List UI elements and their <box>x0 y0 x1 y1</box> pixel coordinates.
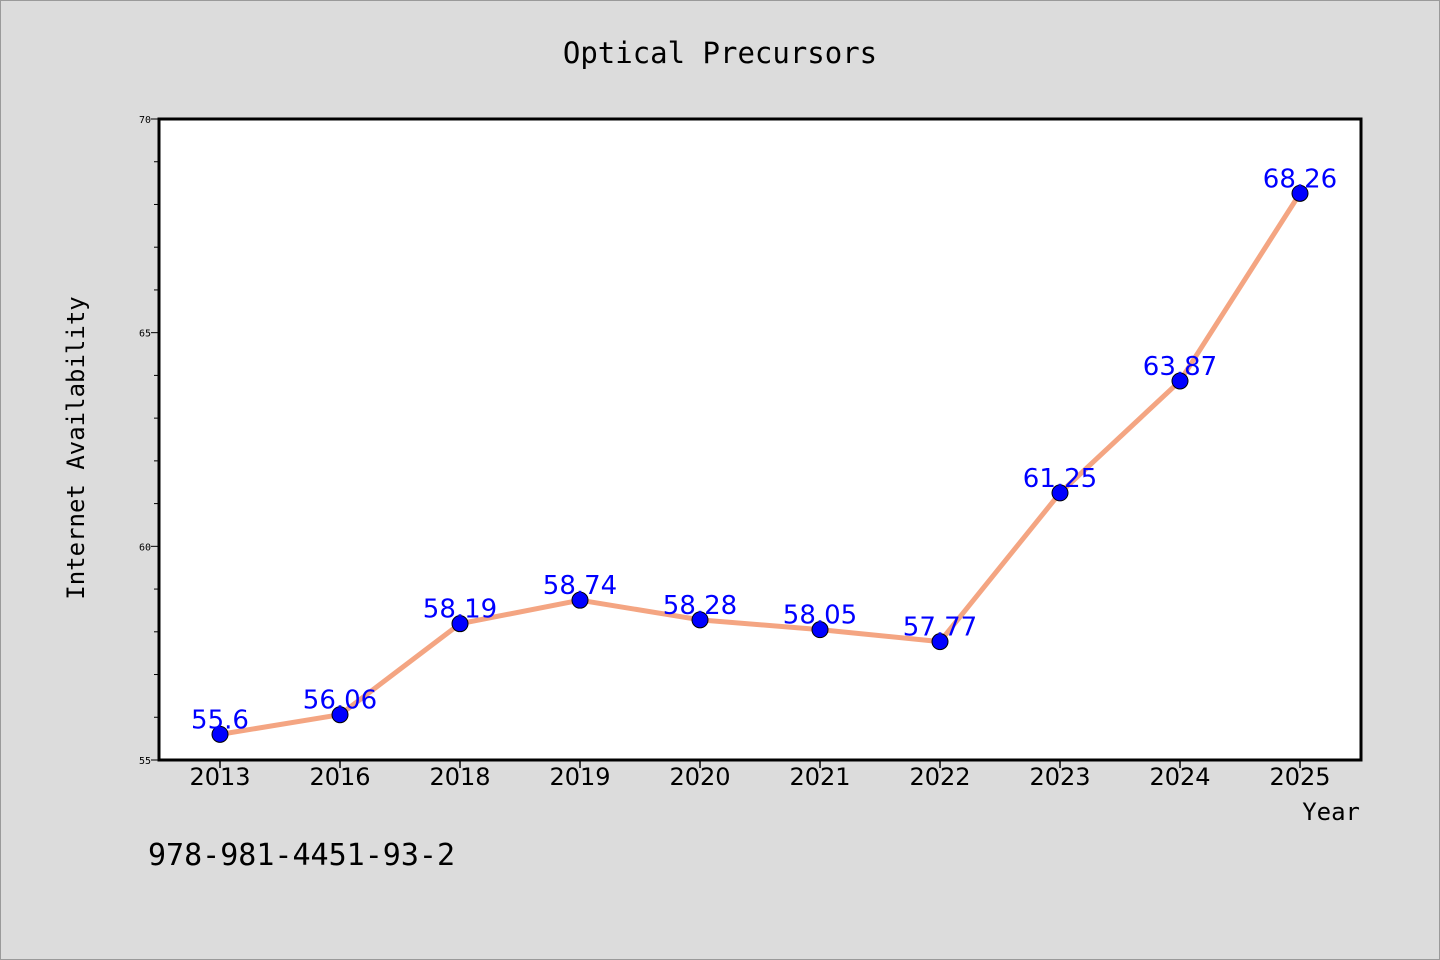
x-tick-label: 2022 <box>909 763 970 791</box>
data-point <box>691 611 709 629</box>
x-axis-label: Year <box>1302 798 1360 826</box>
plot-frame <box>157 117 1363 762</box>
x-tick-label: 2020 <box>669 763 730 791</box>
data-point <box>931 633 949 651</box>
plot-area <box>159 119 1361 760</box>
x-tick-label: 2021 <box>789 763 850 791</box>
y-tick-label: 55 <box>139 756 151 767</box>
x-tick-label: 2018 <box>429 763 490 791</box>
data-point <box>1051 484 1069 502</box>
data-point <box>451 615 469 633</box>
data-label: 63.87 <box>1143 352 1217 382</box>
x-tick-label: 2025 <box>1269 763 1330 791</box>
data-point <box>1291 184 1309 202</box>
data-label: 58.19 <box>423 595 497 625</box>
axes-layer: 55 60 65 70 2013 2016 2018 2019 2020 2021 2022 2023… <box>139 115 1331 791</box>
data-point <box>211 725 229 743</box>
data-point <box>331 706 349 724</box>
series-layer: 55.6 56.06 58.19 58.74 58.28 58.05 57.77 61.25 6… <box>191 164 1337 743</box>
x-tick-label: 2019 <box>549 763 610 791</box>
data-label: 58.05 <box>783 601 857 631</box>
data-point <box>571 591 589 609</box>
data-label: 57.77 <box>903 613 977 643</box>
chart-title: Optical Precursors <box>563 36 877 70</box>
x-tick-label: 2024 <box>1149 763 1210 791</box>
x-tick-label: 2016 <box>309 763 370 791</box>
series-line <box>217 190 1303 737</box>
data-label: 61.25 <box>1023 464 1097 494</box>
footer-isbn-text: 978-981-4451-93-2 <box>148 838 455 873</box>
data-label: 68.26 <box>1263 164 1337 194</box>
data-point <box>811 621 829 639</box>
data-label: 58.74 <box>543 571 617 601</box>
x-tick-label: 2013 <box>189 763 250 791</box>
data-label: 58.28 <box>663 591 737 621</box>
data-label: 56.06 <box>303 686 377 716</box>
data-point <box>1171 372 1189 390</box>
x-tick-label: 2023 <box>1029 763 1090 791</box>
y-tick-label: 60 <box>139 542 151 553</box>
y-tick-label: 70 <box>139 115 151 126</box>
y-tick-label: 65 <box>139 329 151 340</box>
data-label: 55.6 <box>191 705 249 735</box>
y-axis-label: Internet Availability <box>62 296 90 599</box>
